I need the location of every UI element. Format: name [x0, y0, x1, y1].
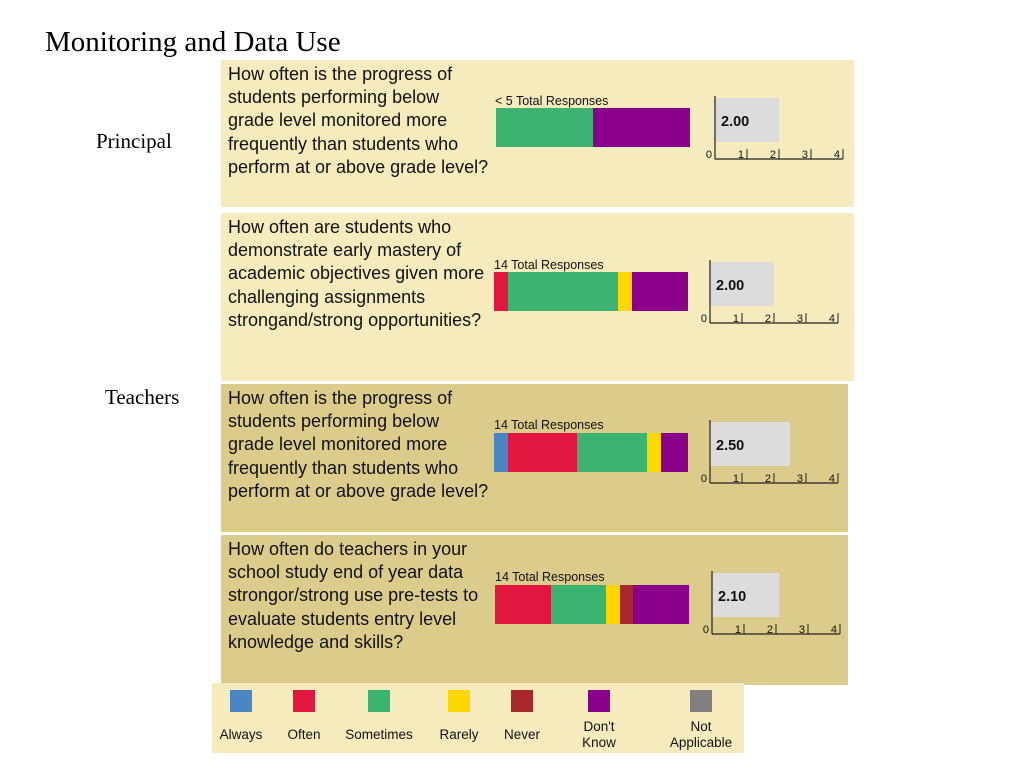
axis-tick-label: 1: [733, 473, 739, 485]
legend-swatch: [690, 690, 712, 712]
legend-swatch: [293, 690, 315, 712]
axis-tick-label: 0: [703, 624, 709, 636]
axis-tick-label: 2: [770, 149, 776, 161]
axis-tick-label: 0: [701, 473, 707, 485]
axis-tick-label: 0: [706, 149, 712, 161]
legend-swatch: [230, 690, 252, 712]
legend-item-sometimes: Sometimes: [334, 683, 424, 753]
legend-item-often: Often: [259, 683, 349, 753]
legend-label: Never: [503, 727, 540, 742]
mean-score-axis: 0 1 2 3 4 2.00: [706, 96, 844, 161]
question-text: How often do teachers in your school stu…: [228, 539, 479, 652]
mean-score-label: 2.50: [716, 438, 744, 454]
legend: Always Often Sometimes Rarely Never Don't Know…: [212, 683, 744, 753]
group-label-teachers: Teachers: [105, 385, 180, 409]
stacked-bar: [495, 585, 689, 624]
question-panel: How often do teachers in your school stu…: [221, 535, 848, 685]
legend-swatch: [448, 690, 470, 712]
axis-tick-label: 1: [733, 313, 739, 325]
mean-score-label: 2.10: [718, 589, 746, 605]
axis-tick-label: 3: [802, 149, 808, 161]
bar-segment-rarely: [647, 433, 661, 472]
question-text: How often is the progress of students pe…: [228, 388, 489, 501]
stacked-bar: [496, 108, 690, 147]
axis-tick-label: 4: [829, 473, 835, 485]
axis-tick-label: 2: [765, 473, 771, 485]
bar-segment-often: [507, 433, 578, 472]
axis-tick-label: 4: [829, 313, 835, 325]
mean-score-bar: [710, 262, 774, 306]
axis-tick-label: 4: [831, 624, 837, 636]
bar-segment-often: [495, 585, 551, 624]
question-panel: How often is the progress of students pe…: [221, 384, 848, 532]
bar-segment-sometimes: [577, 433, 648, 472]
legend-label: Rarely: [439, 727, 479, 742]
legend-label: Not Applicable: [669, 719, 733, 750]
legend-item-never: Never: [477, 683, 567, 753]
stacked-bar: [494, 433, 688, 472]
axis-tick-label: 3: [797, 473, 803, 485]
mean-score-axis: 0 1 2 3 4 2.00: [701, 260, 839, 325]
axis-tick-label: 3: [797, 313, 803, 325]
bar-segment-never: [619, 585, 634, 624]
legend-item-always: Always: [196, 683, 286, 753]
axis-tick-label: 2: [765, 313, 771, 325]
bar-segment-dont-know: [631, 272, 688, 311]
legend-label: Sometimes: [345, 727, 413, 742]
total-responses-label: < 5 Total Responses: [495, 94, 609, 108]
legend-swatch: [588, 690, 610, 712]
mean-score-bar: [715, 98, 779, 142]
mean-score-axis: 0 1 2 3 4 2.10: [703, 571, 841, 636]
legend-label: Often: [287, 727, 321, 742]
bar-segment-dont-know: [593, 108, 690, 147]
question-text: How often is the progress of students pe…: [228, 64, 489, 177]
question-panel: How often is the progress of students pe…: [221, 60, 854, 207]
legend-label: Don't Know: [582, 719, 616, 750]
axis-tick-label: 0: [701, 313, 707, 325]
question-panel: How often are students who demonstrate e…: [221, 213, 854, 381]
bar-segment-sometimes: [496, 108, 593, 147]
axis-tick-label: 3: [799, 624, 805, 636]
axis-tick-label: 4: [834, 149, 840, 161]
stacked-bar: [494, 272, 688, 311]
bar-segment-dont-know: [633, 585, 689, 624]
mean-score-bar: [710, 422, 790, 466]
total-responses-label: 14 Total Responses: [495, 570, 605, 584]
bar-segment-rarely: [606, 585, 620, 624]
total-responses-label: 14 Total Responses: [494, 258, 604, 272]
slide-title: Monitoring and Data Use: [45, 26, 341, 58]
axis-tick-label: 1: [735, 624, 741, 636]
legend-swatch: [511, 690, 533, 712]
total-responses-label: 14 Total Responses: [494, 418, 604, 432]
bar-segment-often: [494, 272, 508, 311]
question-text: How often are students who demonstrate e…: [228, 217, 485, 330]
legend-item-dont-know: Don't Know: [554, 683, 644, 753]
axis-tick-label: 1: [738, 149, 744, 161]
mean-score-label: 2.00: [721, 114, 749, 130]
legend-label: Always: [219, 727, 263, 742]
mean-score-bar: [712, 573, 780, 617]
bar-segment-sometimes: [507, 272, 619, 311]
legend-item-not-applicable: Not Applicable: [656, 683, 746, 753]
axis-tick-label: 2: [767, 624, 773, 636]
mean-score-axis: 0 1 2 3 4 2.50: [701, 420, 839, 485]
group-label-principal: Principal: [96, 129, 172, 153]
bar-segment-rarely: [618, 272, 632, 311]
legend-item-rarely: Rarely: [414, 683, 504, 753]
bar-segment-always: [494, 433, 508, 472]
mean-score-label: 2.00: [716, 278, 744, 294]
bar-segment-dont-know: [660, 433, 688, 472]
bar-segment-sometimes: [550, 585, 607, 624]
legend-swatch: [368, 690, 390, 712]
